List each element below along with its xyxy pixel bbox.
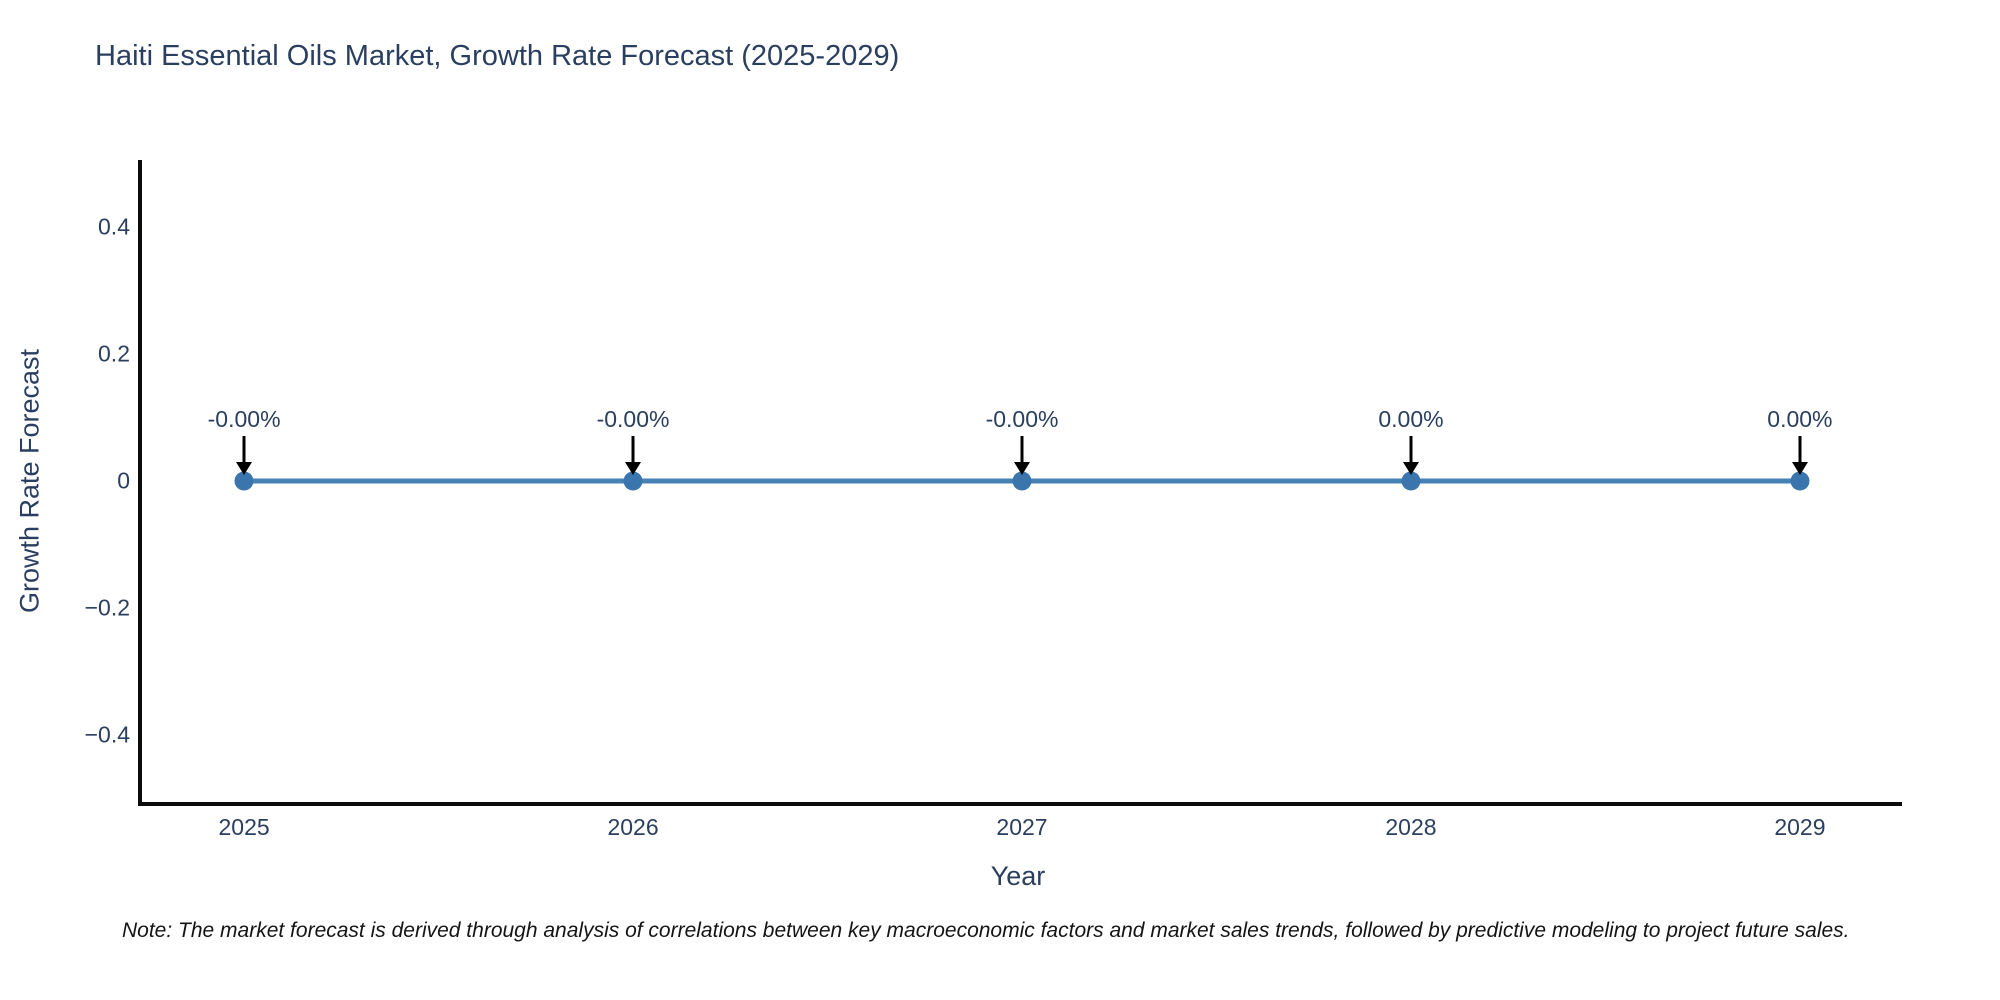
y-tick-label: 0 <box>117 467 130 494</box>
footnote: Note: The market forecast is derived thr… <box>122 919 1850 942</box>
x-tick-label: 2026 <box>607 814 659 840</box>
y-axis-title: Growth Rate Forecast <box>14 348 45 614</box>
annotation-arrow-shaft <box>1798 436 1802 464</box>
x-tick-label: 2029 <box>1774 814 1826 840</box>
annotation-arrowhead-icon <box>1791 462 1808 475</box>
y-tick-label: −0.4 <box>84 721 130 748</box>
data-point-2029[interactable] <box>1790 471 1810 491</box>
y-tick-label: 0.4 <box>98 213 130 240</box>
data-point-2027[interactable] <box>1012 471 1032 491</box>
point-annotation: -0.00% <box>207 406 281 432</box>
annotation-arrowhead-icon <box>1402 462 1419 475</box>
annotation-arrowhead-icon <box>1014 462 1030 475</box>
annotation-arrow-shaft <box>631 436 635 464</box>
plot-area: 0.4 0.2 0 −0.2 −0.4 -0.00% 2025 -0.00% 2026 -0.00… <box>85 160 1902 840</box>
x-tick-label: 2027 <box>996 814 1048 840</box>
x-tick-label: 2025 <box>218 814 270 840</box>
annotation-arrow-shaft <box>1409 436 1413 464</box>
point-annotation: -0.00% <box>596 406 670 432</box>
point-annotation: 0.00% <box>1378 406 1444 432</box>
chart-title: Haiti Essential Oils Market, Growth Rate… <box>95 40 900 72</box>
y-tick-label: −0.2 <box>84 594 130 621</box>
data-point-2025[interactable] <box>234 471 254 491</box>
data-point-2028[interactable] <box>1401 471 1421 491</box>
point-annotation: 0.00% <box>1767 406 1833 432</box>
x-axis-title: Year <box>990 861 1046 891</box>
x-tick-label: 2028 <box>1385 814 1437 840</box>
data-point-2026[interactable] <box>623 471 643 491</box>
annotation-arrow-shaft <box>1020 436 1024 464</box>
annotation-arrow-shaft <box>242 436 246 464</box>
y-tick-label: 0.2 <box>98 340 130 367</box>
annotation-arrowhead-icon <box>236 462 253 475</box>
annotation-arrowhead-icon <box>625 462 642 475</box>
point-annotation: -0.00% <box>985 406 1059 432</box>
